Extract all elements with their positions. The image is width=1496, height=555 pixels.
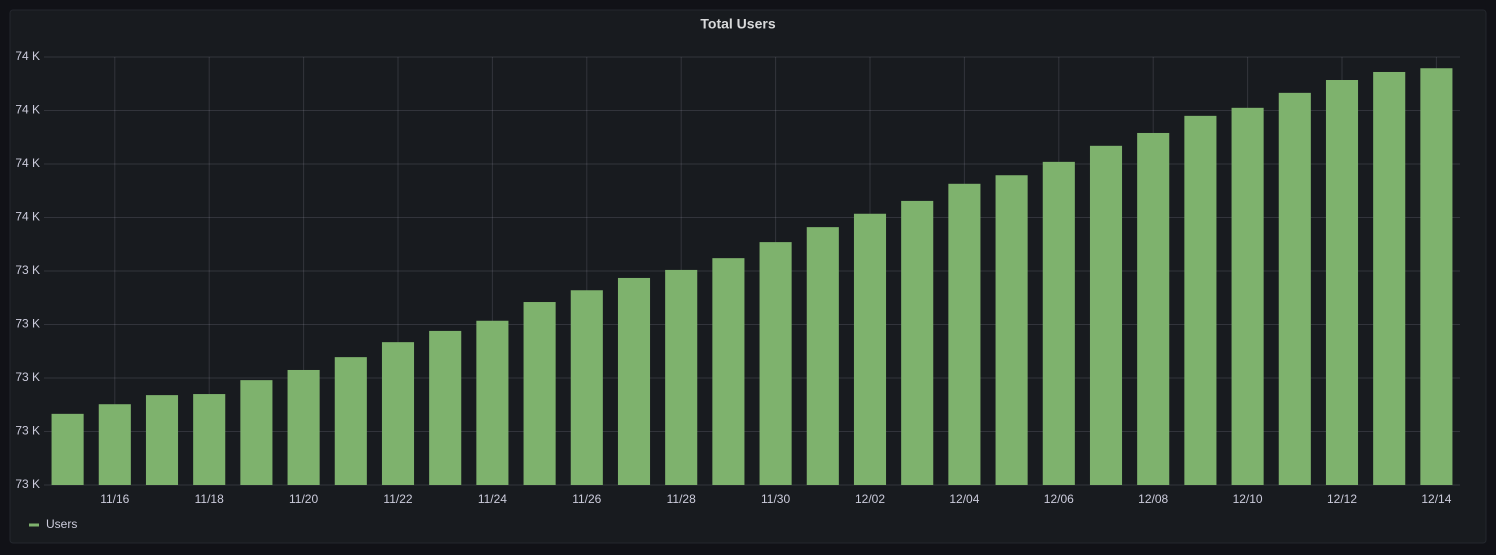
y-tick-label: 73 K — [15, 477, 40, 491]
bar — [98, 404, 131, 485]
x-tick-label: 12/10 — [1233, 492, 1263, 506]
y-tick-label: 73 K — [15, 263, 40, 277]
x-tick-label: 11/22 — [383, 492, 412, 506]
y-tick-label: 74 K — [15, 103, 40, 117]
x-tick-label: 11/18 — [195, 492, 224, 506]
x-tick-label: 12/06 — [1044, 492, 1074, 506]
bar — [665, 269, 698, 485]
bar — [1278, 92, 1311, 485]
bar — [381, 342, 415, 485]
bar — [806, 227, 839, 485]
x-tick-label: 12/12 — [1327, 492, 1357, 506]
panel — [9, 9, 1487, 544]
x-tick-label: 11/30 — [761, 492, 790, 506]
bar — [287, 369, 320, 485]
y-tick-label: 74 K — [15, 210, 40, 224]
bar — [145, 395, 179, 485]
bar — [193, 394, 226, 485]
y-tick-label: 73 K — [15, 317, 40, 331]
bar — [334, 357, 367, 485]
y-tick-label: 74 K — [15, 156, 40, 170]
bar — [901, 200, 934, 486]
y-tick-label: 74 K — [15, 49, 40, 63]
legend-label: Users — [46, 517, 77, 531]
x-tick-label: 11/26 — [572, 492, 601, 506]
bar — [948, 183, 981, 486]
bar — [1325, 80, 1359, 485]
bar — [1420, 68, 1453, 486]
x-tick-label: 11/24 — [478, 492, 507, 506]
bar — [995, 175, 1028, 486]
bar — [570, 290, 603, 485]
chart-title: Total Users — [700, 16, 775, 32]
bar — [1184, 115, 1217, 485]
bar — [1137, 132, 1170, 485]
bar — [51, 413, 84, 485]
x-tick-label: 12/08 — [1138, 492, 1168, 506]
bar — [523, 302, 556, 485]
x-tick-label: 11/28 — [667, 492, 696, 506]
x-tick-label: 12/04 — [949, 492, 979, 506]
x-tick-label: 11/16 — [100, 492, 129, 506]
x-tick-label: 12/14 — [1421, 492, 1451, 506]
x-tick-label: 11/20 — [289, 492, 318, 506]
bar — [1231, 107, 1264, 485]
bar — [1042, 161, 1075, 486]
bar — [1373, 71, 1406, 485]
bar — [240, 380, 273, 485]
bar — [476, 320, 509, 485]
y-tick-label: 73 K — [15, 424, 40, 438]
bar — [853, 213, 887, 485]
bar — [617, 277, 651, 485]
bar — [1089, 145, 1123, 485]
bar — [759, 242, 792, 485]
bar — [429, 330, 462, 485]
x-tick-label: 12/02 — [855, 492, 885, 506]
y-tick-label: 73 K — [15, 370, 40, 384]
bar — [712, 258, 745, 485]
